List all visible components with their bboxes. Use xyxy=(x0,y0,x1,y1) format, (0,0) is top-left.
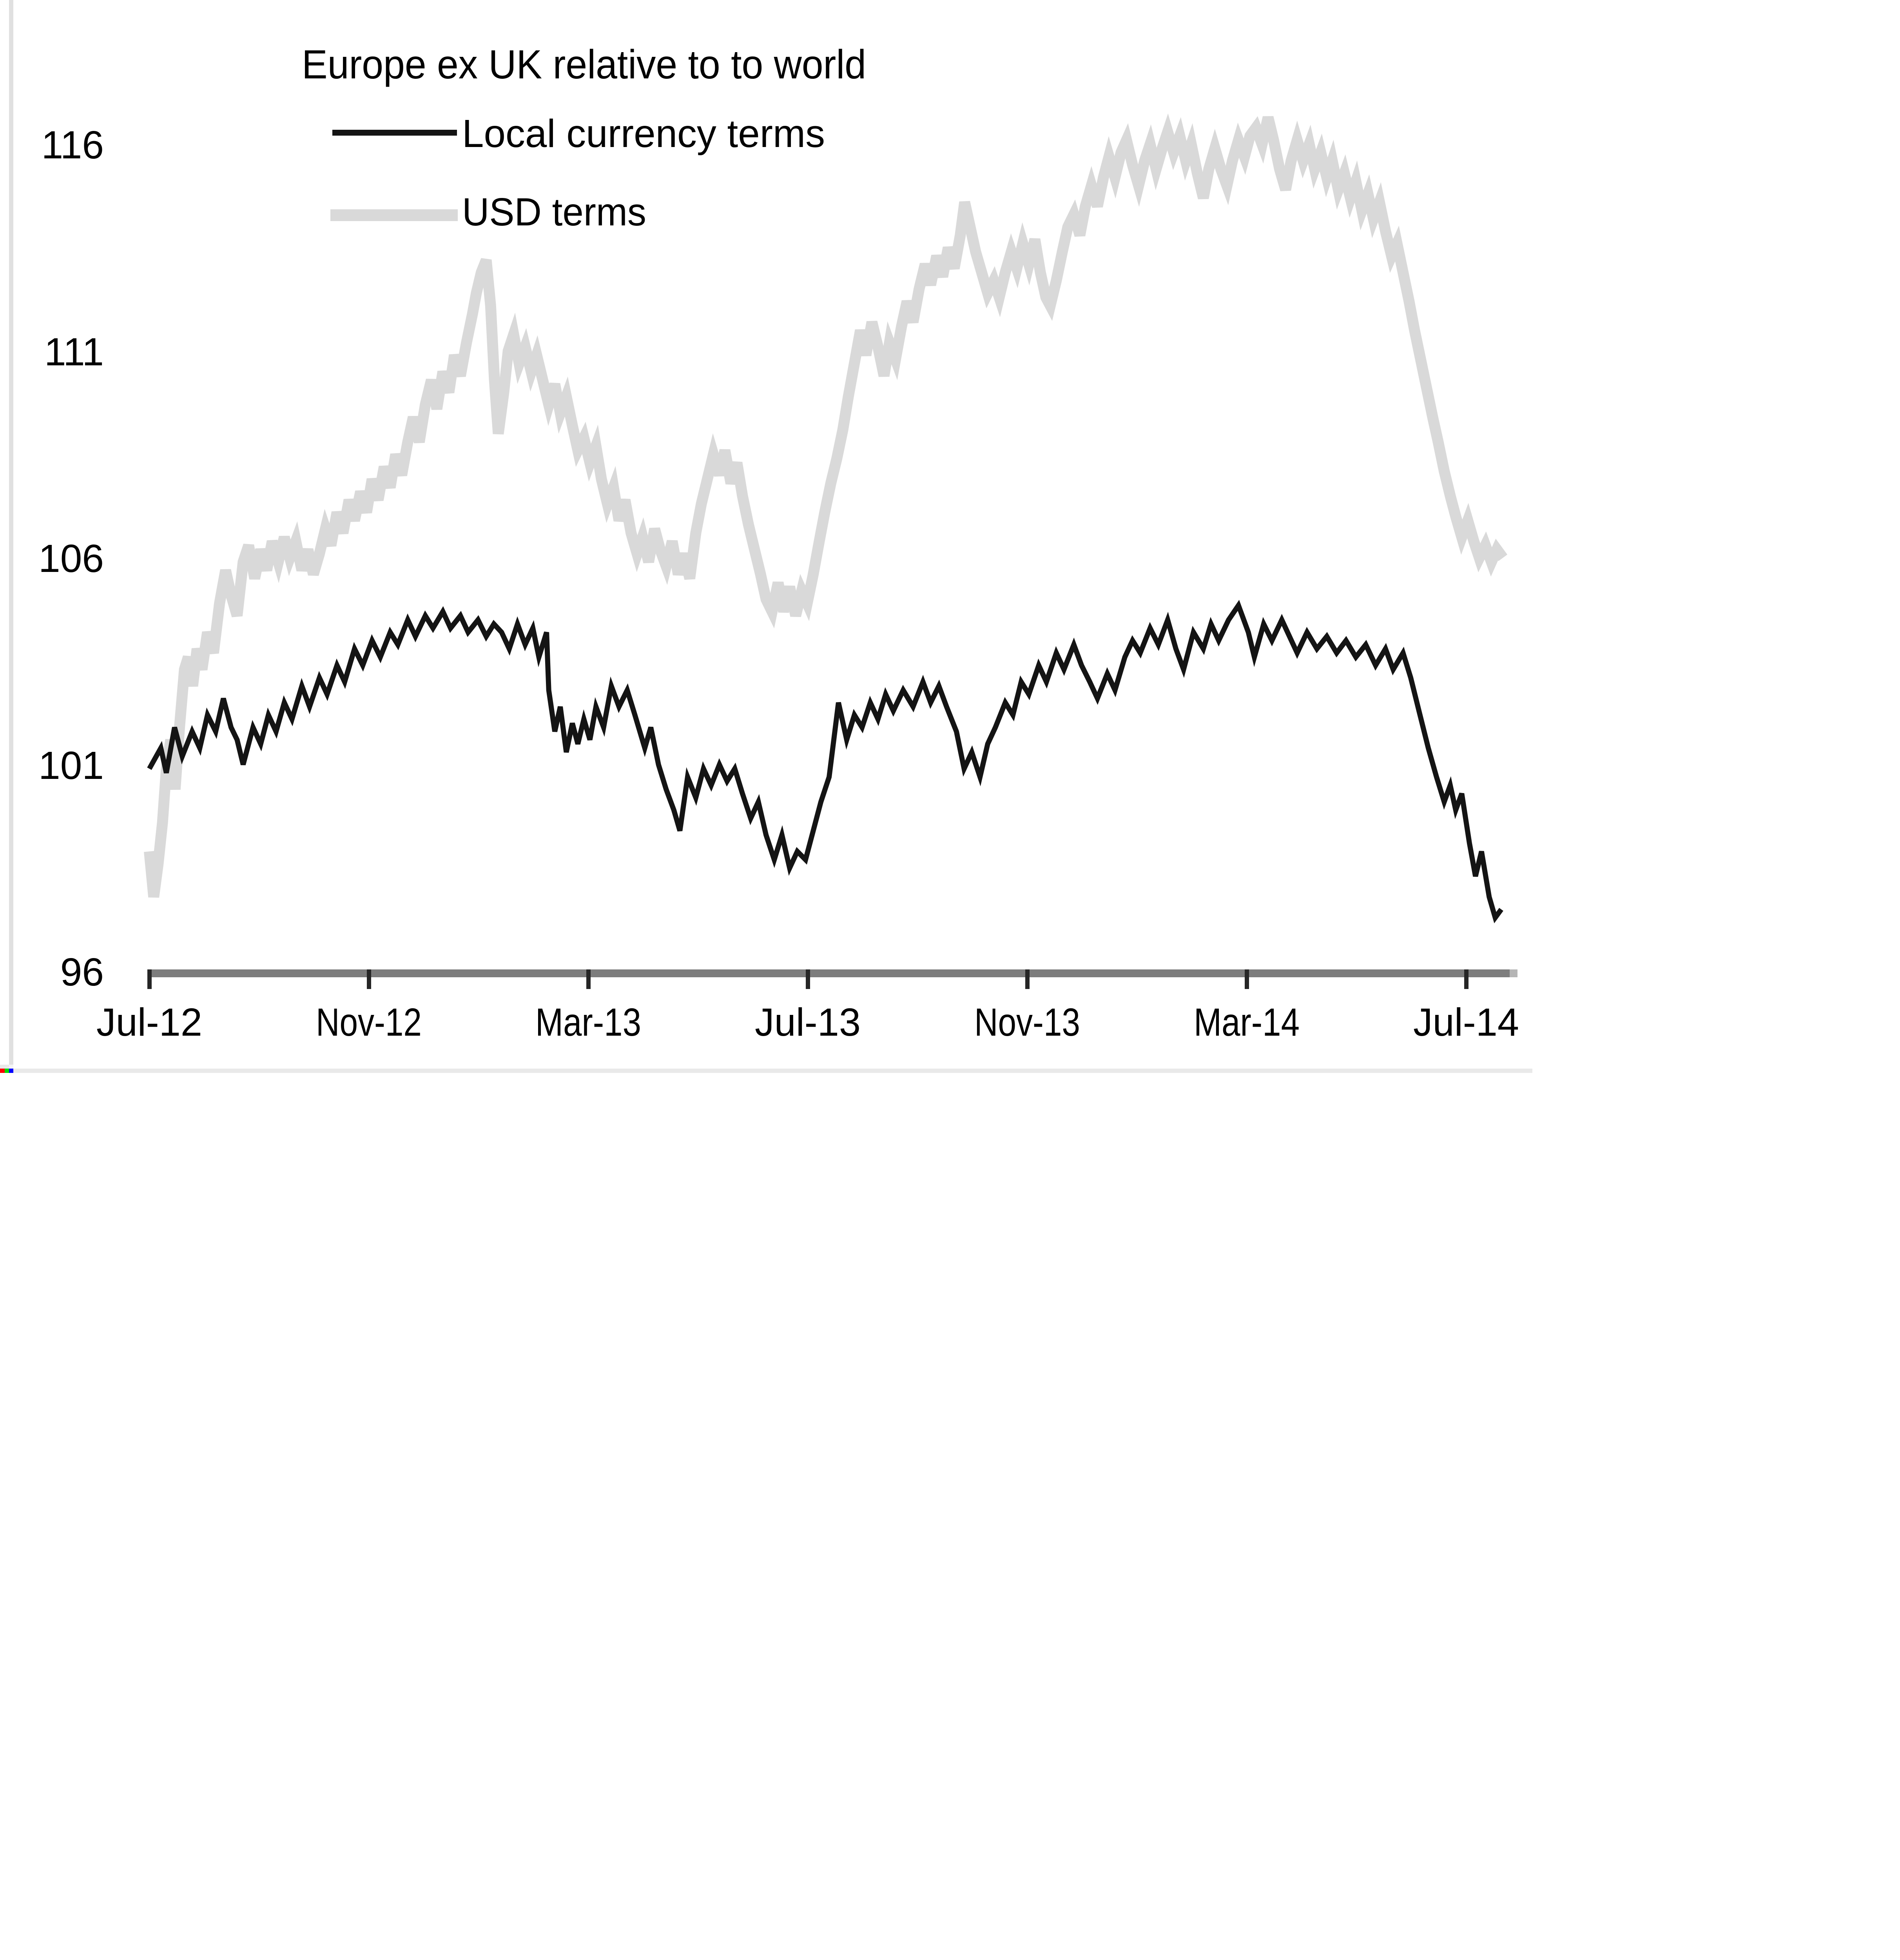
y-tick-label: 116 xyxy=(42,123,104,167)
y-tick-label: 101 xyxy=(38,744,104,788)
y-axis-labels: 116 111 106 101 96 xyxy=(38,123,104,994)
x-tick-label: Nov-13 xyxy=(974,1000,1080,1044)
x-tick xyxy=(586,969,591,989)
x-tick-label: Jul-13 xyxy=(755,1000,861,1044)
x-tick xyxy=(1245,969,1249,989)
x-axis-labels: Jul-12 Nov-12 Mar-13 Jul-13 Nov-13 Mar-14 Jul-… xyxy=(96,1000,1519,1044)
legend: Local currency terms USD terms xyxy=(330,112,825,234)
series-usd-terms xyxy=(144,113,1508,898)
legend-label-usd: USD terms xyxy=(462,190,646,234)
y-tick-label: 106 xyxy=(38,537,104,581)
blue-mark xyxy=(9,1069,13,1073)
red-mark xyxy=(0,1069,5,1073)
x-tick-label: Jul-14 xyxy=(1413,1000,1519,1044)
x-tick xyxy=(806,969,810,989)
legend-label-local-currency: Local currency terms xyxy=(462,112,825,156)
x-tick xyxy=(1025,969,1030,989)
x-tick xyxy=(1464,969,1469,989)
chart-corner-block-light xyxy=(9,1065,13,1069)
chart-corner-block xyxy=(0,1065,9,1069)
chart-left-border xyxy=(9,0,13,1065)
series-local-currency xyxy=(147,600,1503,924)
x-tick-label: Nov-12 xyxy=(316,1000,422,1044)
x-tick-label: Mar-14 xyxy=(1194,1000,1300,1044)
legend-swatch-usd xyxy=(330,209,458,221)
x-tick xyxy=(147,969,152,989)
green-mark xyxy=(5,1069,9,1073)
y-tick-label: 96 xyxy=(60,950,104,994)
corner-color-marks xyxy=(0,1069,13,1073)
x-tick xyxy=(367,969,371,989)
legend-swatch-local-currency xyxy=(332,130,457,136)
x-axis-end-nub xyxy=(1510,969,1517,977)
y-tick-label: 111 xyxy=(44,330,104,374)
chart-bottom-border xyxy=(13,1069,1532,1073)
x-tick-label: Mar-13 xyxy=(535,1000,641,1044)
chart-title: Europe ex UK relative to to world xyxy=(302,42,866,87)
x-axis-ticks xyxy=(147,969,1469,989)
x-tick-label: Jul-12 xyxy=(96,1000,202,1044)
x-axis-line xyxy=(147,969,1510,977)
